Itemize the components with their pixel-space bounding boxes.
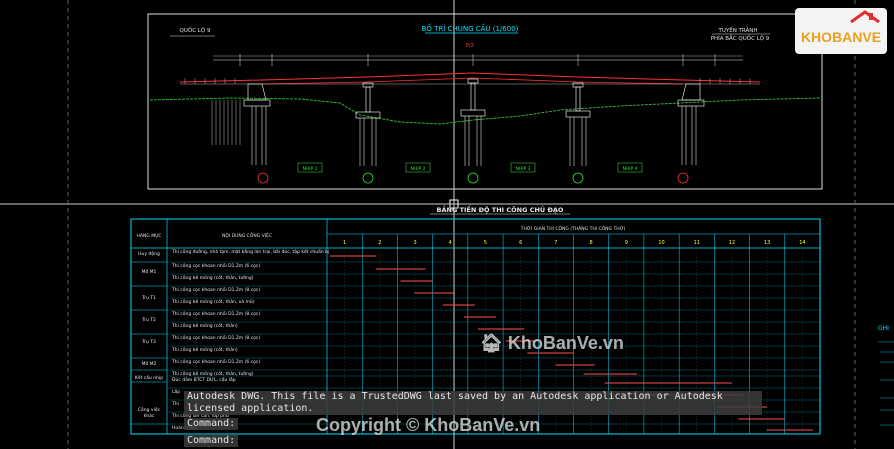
span-label-3: NHỊP 3 — [515, 166, 530, 172]
header-item: HẠNG MỤC — [136, 233, 161, 239]
task-label: Thi công cọc khoan nhồi D1.2m (8 cọc) — [172, 312, 261, 317]
task-label: Thi công cọc khoan nhồi D1.2m (8 cọc) — [172, 336, 261, 341]
month-label: 4 — [449, 240, 452, 246]
month-label: 3 — [413, 240, 416, 246]
side-label: GHI — [878, 325, 889, 332]
watermark-center-text: KhoBanVe.vn — [507, 333, 624, 353]
task-label: Thi công cọc khoan nhồi D1.2m (6 cọc) — [172, 264, 261, 269]
task-label: Đúc dầm BTCT DƯL, cẩu lắp — [172, 378, 236, 383]
command-prompt-1: Command: — [184, 418, 239, 430]
task-label: Thi công cọc khoan nhồi D1.2m (6 cọc) — [172, 360, 261, 365]
month-label: 10 — [658, 240, 664, 246]
item-label: Mố M1 — [141, 270, 157, 275]
month-label: 1 — [343, 240, 346, 246]
header-content: NỘI DUNG CÔNG VIỆC — [222, 231, 272, 239]
item-label: Trụ T1 — [142, 296, 156, 301]
logo-text: KHOBANVE — [801, 29, 881, 45]
task-label: Thi — [172, 402, 179, 407]
month-label: 7 — [554, 240, 557, 246]
elevation-title: BỐ TRÍ CHUNG CẦU (1/600) — [422, 23, 519, 33]
month-label: 11 — [694, 240, 700, 246]
item-label: Kết cấu nhịp — [134, 376, 164, 381]
task-label: Thi công cọc khoan nhồi D1.2m (8 cọc) — [172, 288, 261, 293]
right-road-label-1: TUYẾN TRÁNH — [717, 26, 757, 34]
khobanve-logo: KHOBANVE — [795, 8, 887, 54]
watermark-center: 🏠︎ KhoBanVe.vn — [480, 333, 624, 353]
task-label: Lắp — [172, 390, 181, 395]
watermark-copyright: Copyright © KhoBanVe.vn — [316, 415, 541, 435]
item-label: Mố M2 — [141, 362, 157, 367]
month-label: 6 — [519, 240, 522, 246]
right-road-label-2: PHÍA BẮC QUỐC LỘ 9 — [711, 34, 770, 42]
cursor-pickbox — [449, 199, 459, 209]
month-label: 12 — [729, 240, 735, 246]
item-label: Trụ T3 — [142, 340, 156, 345]
span-label-group: NHỊP 1 NHỊP 2 NHỊP 3 NHỊP 4 — [297, 162, 643, 173]
item-label: Trụ T2 — [142, 318, 156, 323]
item-label: Huy động — [138, 252, 160, 257]
span-label-2: NHỊP 2 — [410, 166, 425, 172]
month-label: 2 — [378, 240, 381, 246]
task-label: Thi công bệ móng (cốt, thân, tường) — [172, 276, 254, 281]
month-label: 14 — [799, 240, 805, 246]
task-label: Thi công bệ móng (cốt, thân, tường) — [172, 372, 254, 377]
center-mark: P/2 — [466, 43, 474, 49]
task-label: Thi công lan can, lớp phủ — [172, 414, 229, 419]
task-label: Thi công bệ móng (cốt, thân) — [172, 324, 238, 329]
header-time: THỜI GIAN THI CÔNG (THÁNG THI CÔNG THỨ) — [520, 225, 626, 232]
item-label: Công việc khác — [137, 408, 161, 419]
command-history: Autodesk DWG. This file is a TrustedDWG … — [184, 391, 762, 415]
elevation-frame — [147, 13, 823, 190]
month-label: 5 — [484, 240, 487, 246]
month-label: 8 — [590, 240, 593, 246]
task-label: Thi công bệ móng (cốt, thân) — [172, 348, 238, 353]
month-label: 9 — [625, 240, 628, 246]
left-road-label: QUỐC LỘ 9 — [180, 26, 211, 34]
span-label-1: NHỊP 1 — [302, 166, 317, 172]
schedule-title: BẢNG TIẾN ĐỘ THI CÔNG CHỦ ĐẠO — [437, 204, 564, 214]
schedule-table-frame — [130, 218, 821, 435]
task-label: Thi công đường, nhà tạm, mặt bằng lán tr… — [172, 250, 330, 255]
span-label-4: NHỊP 4 — [622, 166, 637, 172]
month-label: 13 — [764, 240, 770, 246]
task-label: Thi công bệ móng (cốt, thân, xà mũ) — [172, 300, 255, 305]
command-prompt-2[interactable]: Command: — [184, 435, 239, 447]
